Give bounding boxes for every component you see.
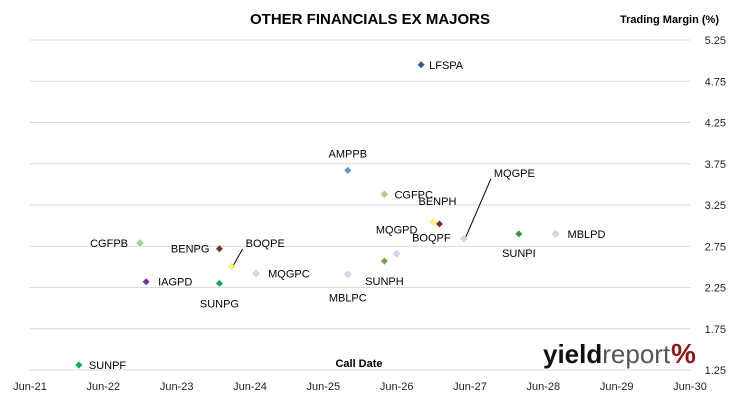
point-iagpd [142, 277, 150, 286]
point-sunph [380, 257, 389, 265]
label-sunph: SUNPH [365, 276, 404, 288]
label-sunpg: SUNPG [200, 298, 239, 310]
leader-line [465, 178, 492, 238]
label-mqgpe: MQGPE [494, 168, 535, 180]
label-cgfpb: CGFPB [90, 238, 128, 250]
x-tick-label: Jun-23 [160, 381, 194, 393]
x-tick-label: Jun-30 [673, 381, 707, 393]
point-boqpf [429, 218, 438, 227]
yieldreport-logo: yieldreport % [543, 338, 696, 369]
label-cgfpc: CGFPC [394, 189, 433, 201]
x-axis-title: Call Date [335, 358, 382, 370]
point-sunpi [515, 230, 523, 238]
svg-text:yieldreport: yieldreport [543, 339, 671, 369]
label-mqgpc: MQGPC [268, 268, 310, 280]
point-cgfpc [380, 190, 389, 199]
y-tick-label: 4.25 [705, 118, 726, 130]
label-benph: BENPH [418, 196, 456, 208]
point-amppb [343, 166, 352, 175]
y-tick-label: 2.25 [705, 283, 726, 295]
y-tick-label: 1.25 [705, 365, 726, 377]
label-boqpf: BOQPF [412, 232, 451, 244]
label-mblpc: MBLPC [329, 292, 367, 304]
x-tick-label: Jun-22 [87, 381, 121, 393]
point-lfspa [417, 60, 425, 69]
x-tick-label: Jun-21 [13, 381, 47, 393]
label-iagpd: IAGPD [158, 277, 192, 289]
label-mqgpd: MQGPD [376, 225, 418, 237]
point-sunpg [215, 279, 224, 288]
x-axis-ticks: Jun-21 Jun-22 Jun-23 Jun-24 Jun-25 Jun-26 Jun-… [13, 381, 707, 393]
point-mqgpc [252, 269, 260, 278]
x-tick-label: Jun-27 [453, 381, 487, 393]
point-benpg [215, 244, 224, 253]
chart-title: OTHER FINANCIALS EX MAJORS [250, 11, 490, 28]
point-cgfpb [136, 239, 144, 247]
label-benpg: BENPG [171, 244, 210, 256]
point-mblpc [343, 270, 352, 279]
point-mqgpe [460, 235, 468, 243]
point-boqpe [227, 263, 236, 271]
y-tick-label: 5.25 [705, 35, 726, 47]
point-sunpf [75, 361, 83, 369]
label-sunpi: SUNPI [502, 248, 536, 260]
x-tick-label: Jun-25 [307, 381, 341, 393]
label-sunpf: SUNPF [89, 360, 127, 372]
data-points [75, 60, 560, 369]
label-mblpd: MBLPD [568, 229, 606, 241]
point-mblpd [551, 230, 560, 238]
label-amppb: AMPPB [329, 148, 368, 160]
y-tick-label: 3.75 [705, 159, 726, 171]
y-tick-label: 3.25 [705, 200, 726, 212]
y-axis-title: Trading Margin (%) [620, 14, 719, 26]
leader-lines [233, 178, 492, 266]
x-tick-label: Jun-26 [380, 381, 414, 393]
logo-percent-symbol: % [671, 338, 696, 369]
leader-line [233, 248, 244, 266]
y-tick-label: 1.75 [705, 324, 726, 336]
y-tick-label: 2.75 [705, 241, 726, 253]
point-mqgpd [392, 249, 401, 258]
x-tick-label: Jun-28 [527, 381, 561, 393]
y-tick-label: 4.75 [705, 76, 726, 88]
y-axis-ticks: 1.25 1.75 2.25 2.75 3.25 3.75 4.25 4.75 5.25 [705, 35, 726, 377]
point-benph [435, 220, 444, 228]
x-tick-label: Jun-29 [600, 381, 634, 393]
x-tick-label: Jun-24 [233, 381, 267, 393]
logo-text-yield: yield [543, 339, 602, 369]
gridlines [30, 39, 690, 371]
label-boqpe: BOQPE [246, 238, 285, 250]
label-lfspa: LFSPA [429, 60, 464, 72]
logo-text-report: report [602, 339, 671, 369]
